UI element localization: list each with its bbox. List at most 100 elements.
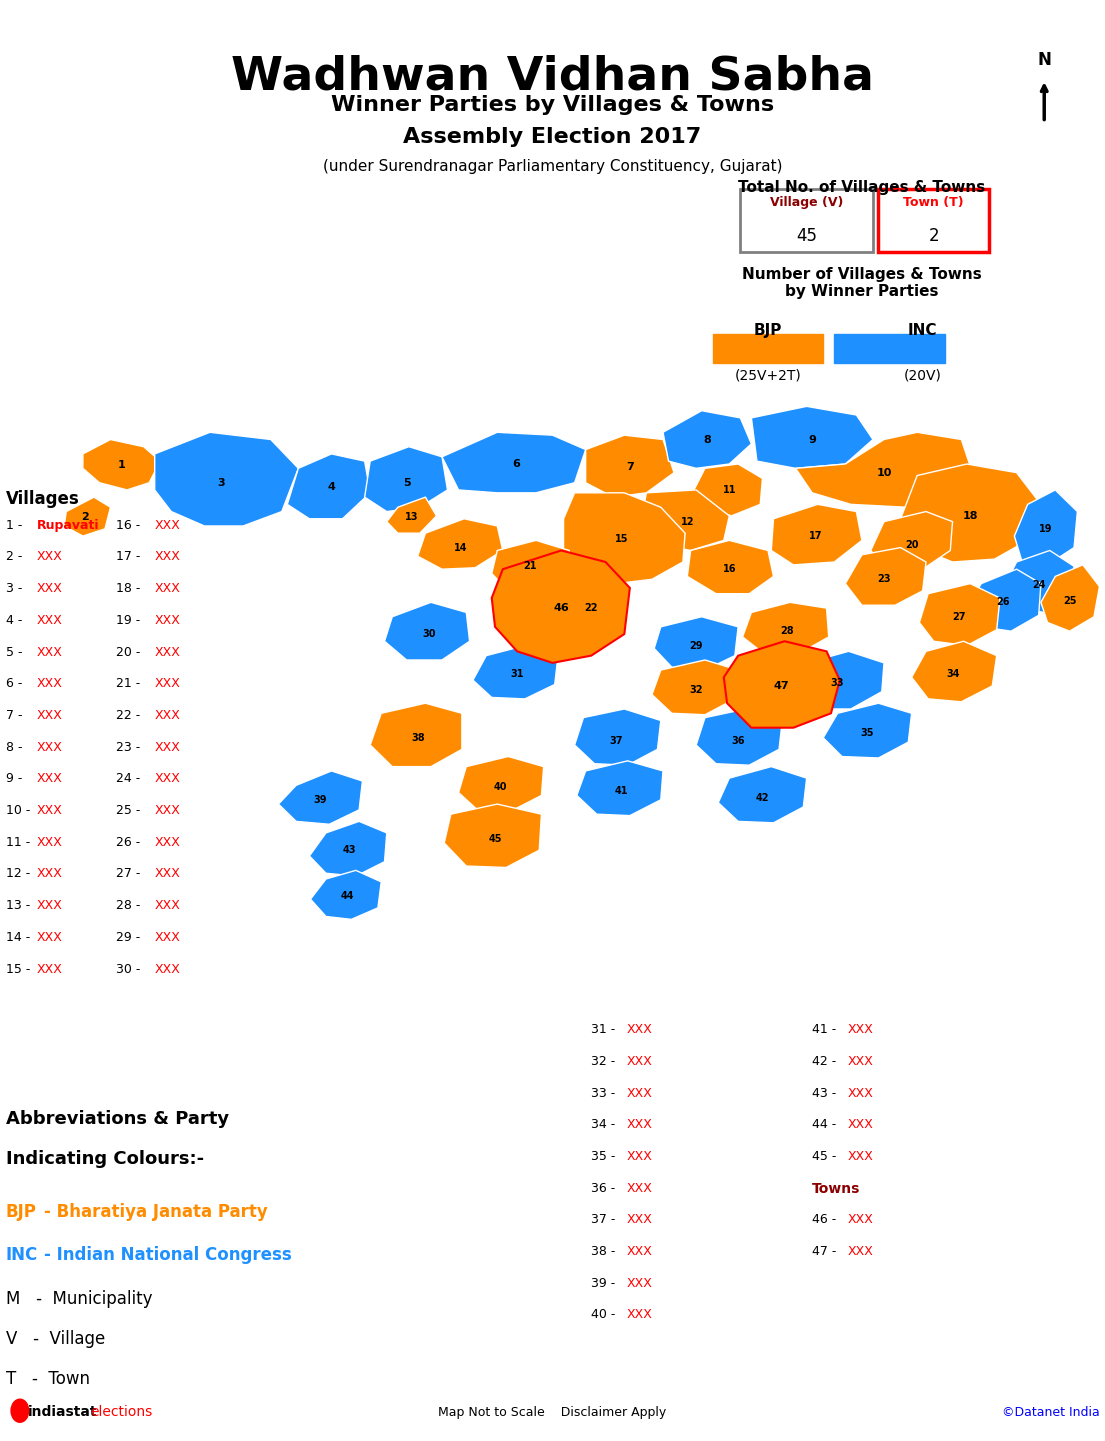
Text: 2: 2 [928,228,939,245]
Text: 45 -: 45 - [812,1150,841,1163]
Polygon shape [564,493,685,584]
Text: 9: 9 [808,435,817,444]
Polygon shape [771,504,862,565]
Polygon shape [724,641,840,728]
Text: XXX: XXX [627,1150,652,1163]
Text: 4 -: 4 - [6,614,25,627]
Text: 5 -: 5 - [6,646,27,659]
Text: 7: 7 [625,463,634,471]
Text: XXX: XXX [627,1087,652,1099]
Polygon shape [577,761,663,816]
Circle shape [11,1399,29,1422]
Text: 30: 30 [422,630,435,638]
Text: Map Not to Scale    Disclaimer Apply: Map Not to Scale Disclaimer Apply [439,1406,666,1419]
Text: 13: 13 [406,513,419,522]
Text: 17 -: 17 - [116,550,145,563]
Text: INC: INC [6,1246,38,1264]
Text: 42 -: 42 - [812,1055,841,1068]
Text: 21: 21 [524,562,537,571]
Polygon shape [654,617,738,670]
Polygon shape [311,870,381,919]
Text: 31 -: 31 - [591,1023,620,1036]
Text: XXX: XXX [155,931,180,944]
Text: 6 -: 6 - [6,677,25,690]
Polygon shape [370,703,462,767]
Text: 12 -: 12 - [6,867,34,880]
Text: Number of Villages & Towns
by Winner Parties: Number of Villages & Towns by Winner Par… [743,267,981,298]
Text: XXX: XXX [848,1087,873,1099]
Text: 22: 22 [585,604,598,612]
Text: 37 -: 37 - [591,1213,620,1226]
Text: XXX: XXX [848,1213,873,1226]
Polygon shape [694,464,762,516]
Polygon shape [743,602,829,654]
Text: 25 -: 25 - [116,804,145,817]
Text: 24: 24 [1032,581,1045,589]
Text: 36: 36 [732,736,745,745]
Text: XXX: XXX [848,1150,873,1163]
Text: XXX: XXX [155,677,180,690]
Text: 8: 8 [703,435,712,444]
Text: BJP: BJP [6,1203,36,1221]
Text: 23: 23 [877,575,891,584]
Text: 47: 47 [774,682,789,690]
Text: 42: 42 [756,794,769,803]
Text: Total No. of Villages & Towns: Total No. of Villages & Towns [738,180,986,195]
Polygon shape [823,703,912,758]
Text: 18: 18 [962,512,978,520]
Text: 32 -: 32 - [591,1055,620,1068]
Text: 11 -: 11 - [6,836,34,849]
Polygon shape [473,646,558,699]
Text: XXX: XXX [627,1277,652,1290]
Polygon shape [287,454,370,519]
Text: 39: 39 [314,795,327,804]
Text: 20 -: 20 - [116,646,145,659]
Text: 39 -: 39 - [591,1277,620,1290]
Text: 26: 26 [997,598,1010,607]
Text: 46: 46 [554,604,569,612]
Text: N: N [1038,52,1051,69]
Text: BJP: BJP [754,323,782,337]
Text: XXX: XXX [155,519,180,532]
Text: XXX: XXX [848,1055,873,1068]
Text: 3: 3 [218,478,224,487]
Text: 35: 35 [861,729,874,738]
Polygon shape [555,579,628,631]
Text: Wadhwan Vidhan Sabha: Wadhwan Vidhan Sabha [231,55,874,99]
Text: XXX: XXX [627,1308,652,1321]
Text: 33 -: 33 - [591,1087,620,1099]
Polygon shape [387,497,436,533]
Text: 19: 19 [1039,525,1052,533]
Text: INC: INC [908,323,937,337]
Text: XXX: XXX [36,899,62,912]
Polygon shape [444,804,541,867]
Text: XXX: XXX [36,836,62,849]
Text: XXX: XXX [36,741,62,754]
Text: 16 -: 16 - [116,519,145,532]
Polygon shape [1014,490,1077,565]
Text: 4: 4 [327,483,336,491]
Text: XXX: XXX [155,963,180,976]
Polygon shape [687,540,773,594]
Text: XXX: XXX [36,772,62,785]
Polygon shape [278,771,362,824]
Text: 11: 11 [723,486,736,494]
Text: 44 -: 44 - [812,1118,841,1131]
Text: (25V+2T): (25V+2T) [735,369,801,383]
Polygon shape [418,519,503,569]
Text: Villages: Villages [6,490,80,507]
Text: XXX: XXX [36,867,62,880]
Text: 10: 10 [876,468,892,477]
Text: XXX: XXX [848,1023,873,1036]
Text: 5: 5 [403,478,410,487]
Text: XXX: XXX [36,709,62,722]
Text: 37: 37 [610,736,623,745]
Text: XXX: XXX [155,804,180,817]
Text: 6: 6 [512,460,520,468]
Text: 14: 14 [454,543,467,552]
Text: XXX: XXX [36,804,62,817]
Text: 14 -: 14 - [6,931,34,944]
Text: XXX: XXX [155,867,180,880]
Polygon shape [718,767,807,823]
Text: 32: 32 [690,686,703,695]
